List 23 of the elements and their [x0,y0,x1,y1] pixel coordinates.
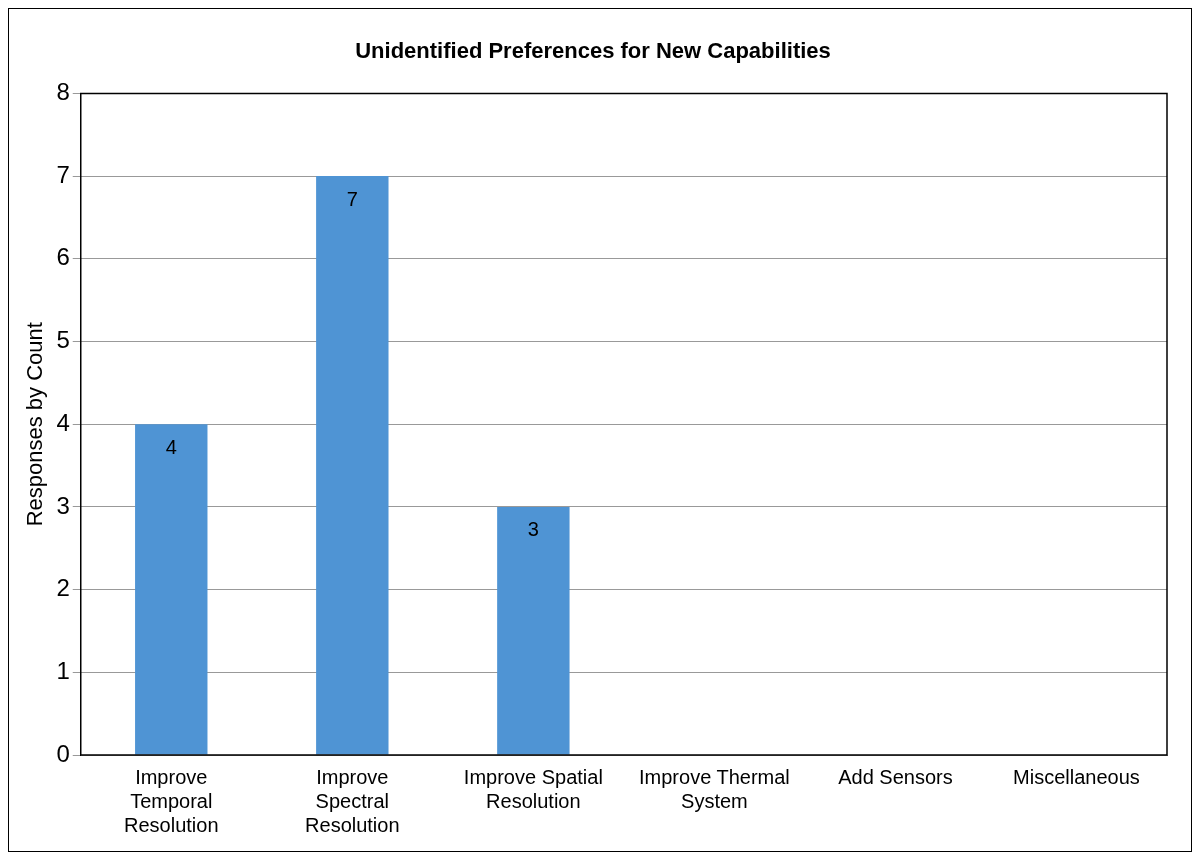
y-tick-label: 8 [56,78,70,106]
x-tick-label: Miscellaneous [1013,765,1140,788]
y-tick-label: 5 [56,326,70,354]
chart-title: Unidentified Preferences for New Capabilities [355,38,831,64]
x-tick-label: Improve Thermal System [639,765,790,812]
data-label: 4 [165,435,177,458]
bar [316,176,389,755]
y-tick-label: 0 [56,739,70,767]
data-label: 3 [527,518,539,541]
y-tick-label: 6 [56,243,70,271]
y-tick-label: 3 [56,491,70,519]
y-axis-title: Responses by Count [22,322,48,527]
y-tick-label: 7 [56,160,70,188]
bar [497,506,570,755]
x-tick-label: Add Sensors [838,765,953,788]
y-tick-label: 4 [56,408,70,436]
data-label: 7 [346,187,358,210]
bar [135,424,208,755]
x-tick-label: Improve Spatial Resolution [463,765,603,812]
y-tick-label: 2 [56,574,70,602]
x-tick-label: Improve Temporal Resolution [124,765,219,836]
y-tick-label: 1 [56,656,70,684]
x-tick-label: Improve Spectral Resolution [305,765,400,836]
